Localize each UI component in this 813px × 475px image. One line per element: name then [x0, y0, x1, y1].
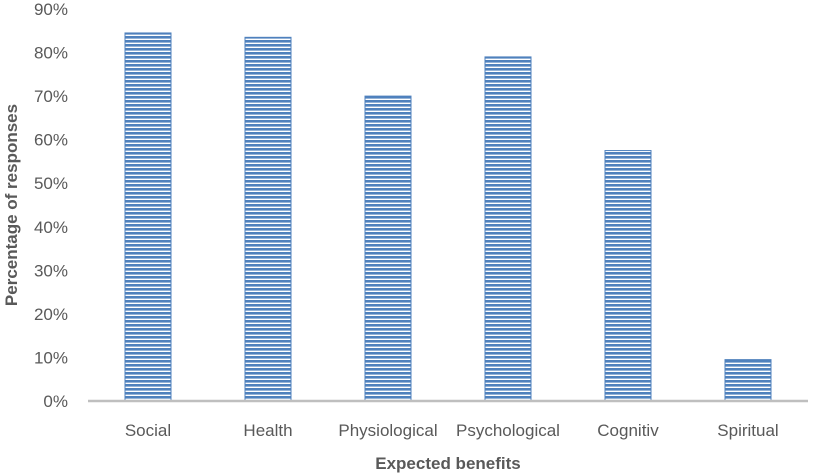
y-tick-label: 90% — [34, 0, 68, 19]
bar-spiritual — [724, 359, 772, 402]
y-tick-label: 10% — [34, 348, 68, 367]
y-tick-label: 80% — [34, 44, 68, 63]
x-tick-label: Spiritual — [717, 421, 778, 440]
y-tick-label: 70% — [34, 87, 68, 106]
y-tick-label: 20% — [34, 305, 68, 324]
x-tick-label: Health — [243, 421, 292, 440]
x-tick-label: Cognitiv — [597, 421, 659, 440]
bar-cognitiv — [604, 150, 652, 402]
y-tick-label: 30% — [34, 261, 68, 280]
bar-health — [244, 36, 292, 402]
x-tick-label: Psychological — [456, 421, 560, 440]
x-tick-label: Social — [125, 421, 171, 440]
bar-psychological — [484, 56, 532, 402]
y-tick-label: 40% — [34, 218, 68, 237]
y-tick-label: 0% — [43, 392, 68, 411]
y-tick-label: 60% — [34, 131, 68, 150]
bar-physiological — [364, 95, 412, 402]
y-axis-title: Percentage of responses — [2, 104, 21, 306]
x-tick-label: Physiological — [338, 421, 437, 440]
x-axis-ticks: Social Health Physiological Psychological Co… — [125, 421, 779, 440]
x-axis-title: Expected benefits — [375, 454, 521, 473]
bar-social — [124, 32, 172, 402]
y-tick-label: 50% — [34, 174, 68, 193]
y-axis-ticks: 0% 10% 20% 30% 40% 50% 60% 70% 80% 90% — [34, 0, 68, 411]
bars — [124, 32, 772, 402]
